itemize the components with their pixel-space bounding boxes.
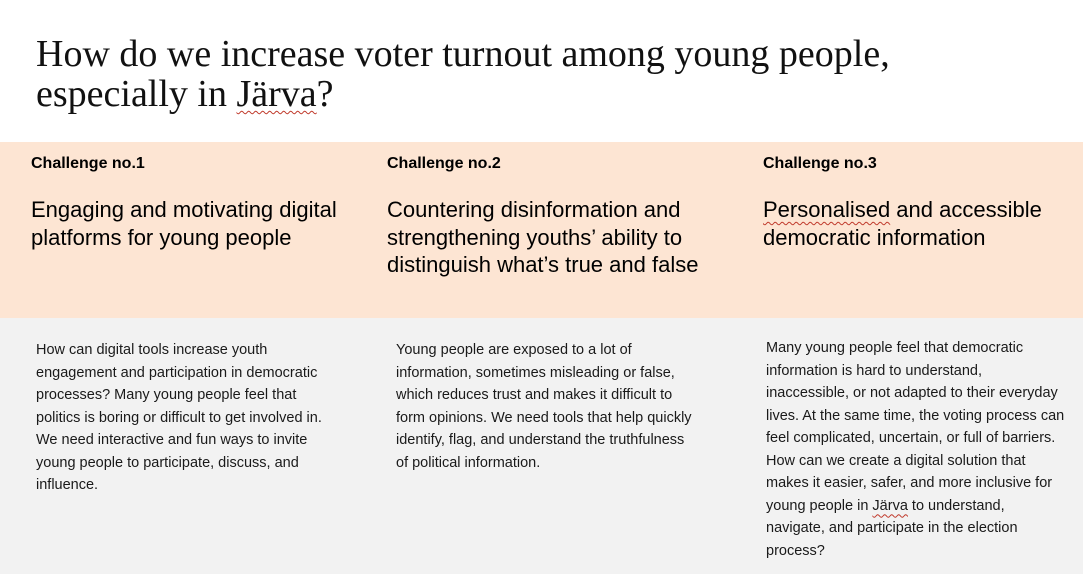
challenge-3-label: Challenge no.3 [763, 155, 877, 172]
challenge-3-title: Personalised and accessible democratic i… [763, 196, 1063, 251]
challenge-1-label: Challenge no.1 [31, 155, 145, 172]
challenge-2-description: Young people are exposed to a lot of inf… [396, 342, 692, 471]
challenge-1-description: How can digital tools increase youth eng… [36, 342, 322, 493]
challenge-3-title-text-1: Personalised [763, 197, 891, 222]
challenge-3-desc-text-2: Järva [872, 497, 908, 514]
challenge-3-description: Many young people feel that democratic i… [766, 337, 1066, 562]
title-text-1: How do we increase voter turnout among y… [36, 33, 890, 115]
challenge-header-band [0, 142, 1083, 318]
challenge-1-title: Engaging and motivating digital platform… [31, 197, 337, 250]
challenge-description-band [0, 318, 1083, 574]
challenge-2-title: Countering disinformation and strengthen… [387, 197, 699, 277]
challenge-3-desc-text-1: Many young people feel that democratic i… [766, 340, 1065, 514]
challenge-2-label: Challenge no.2 [387, 155, 501, 172]
challenge-3-desc-text-3: to understand, navigate, and participate… [766, 497, 1018, 559]
page-title: How do we increase voter turnout among y… [36, 34, 1036, 114]
title-text-3: ? [316, 73, 334, 115]
challenge-3-title-text-2: and accessible democratic information [763, 197, 1042, 250]
title-text-2: Järva [236, 73, 317, 115]
